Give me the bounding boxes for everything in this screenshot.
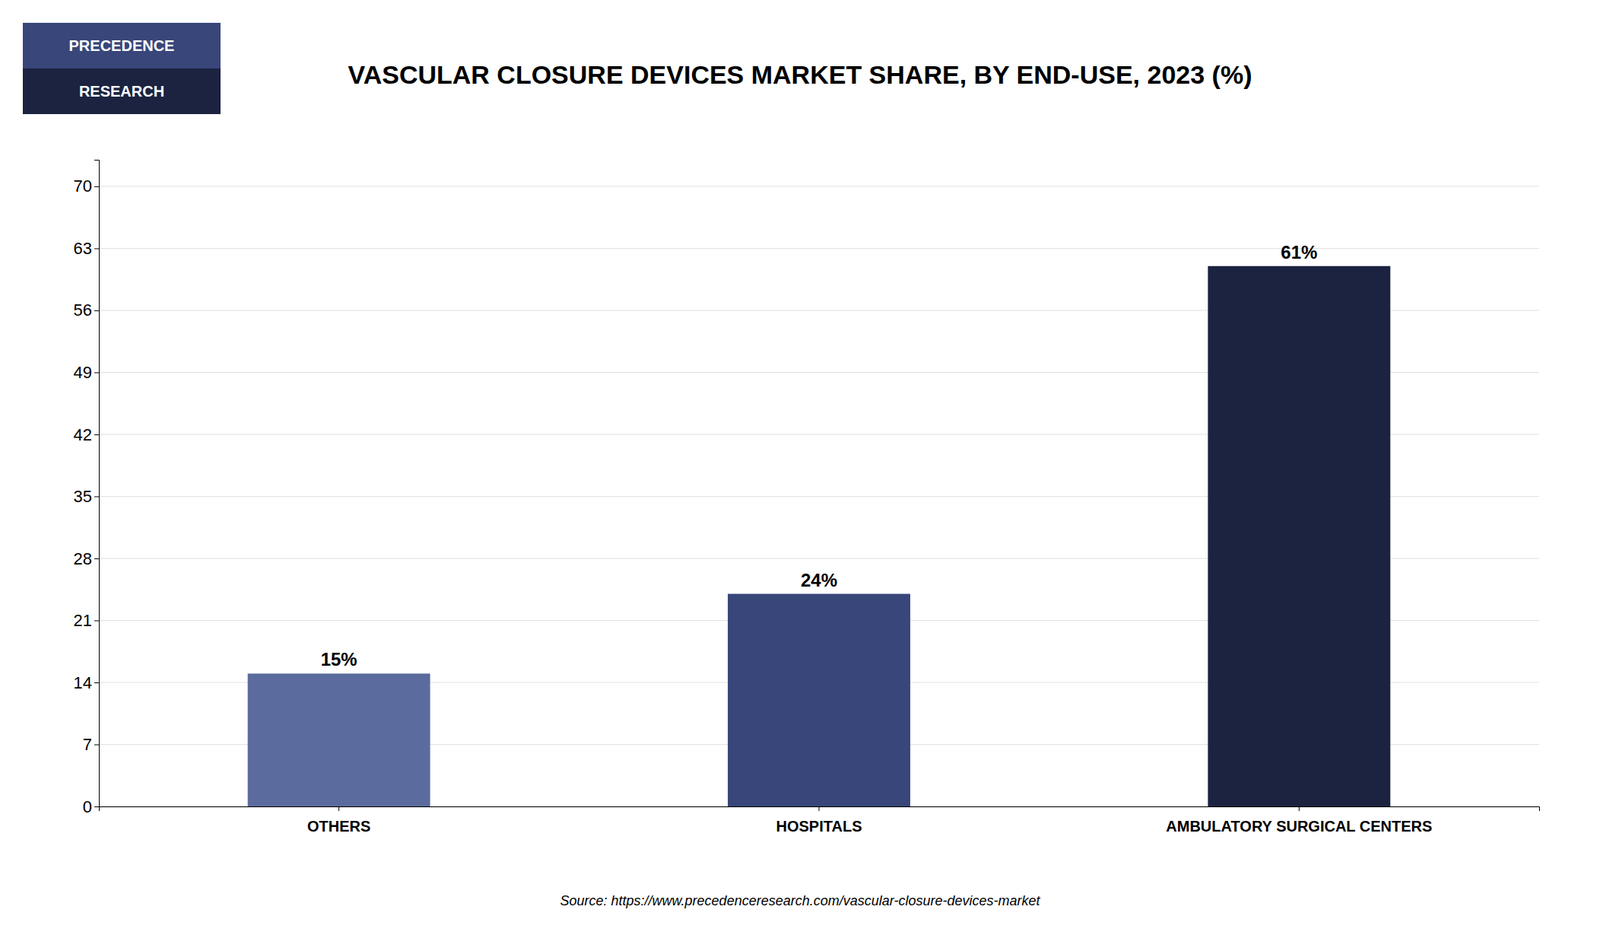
y-tick-label: 14 bbox=[73, 673, 93, 693]
y-tick-label: 7 bbox=[82, 734, 93, 754]
y-tick: 42 bbox=[73, 424, 99, 444]
y-tick: 70 bbox=[73, 176, 99, 196]
grid-line bbox=[98, 247, 1540, 249]
logo-text: RESEARCH bbox=[79, 82, 165, 100]
x-tick-mark bbox=[1298, 806, 1300, 811]
data-label: 61% bbox=[1280, 241, 1318, 263]
x-axis: OTHERS HOSPITALS AMBULATORY SURGICAL CENTE… bbox=[99, 806, 1540, 835]
chart: VASCULAR CLOSURE DEVICES MARKET SHARE, B… bbox=[0, 0, 1600, 951]
y-tick-label: 0 bbox=[82, 796, 93, 816]
bar bbox=[727, 593, 911, 807]
x-axis-line bbox=[99, 806, 1540, 812]
y-tick: 7 bbox=[82, 734, 99, 754]
x-tick-label: HOSPITALS bbox=[776, 817, 863, 835]
y-tick-label: 70 bbox=[73, 176, 93, 196]
x-tick: AMBULATORY SURGICAL CENTERS bbox=[1165, 806, 1432, 835]
grid bbox=[98, 186, 1540, 807]
plot: 0 7 14 21 28 35 42 49 56 63 70 OTHERS HOSPITALS AMBUL… bbox=[73, 160, 1540, 835]
bar bbox=[1207, 266, 1391, 807]
data-label: 15% bbox=[320, 648, 358, 670]
y-tick-mark bbox=[94, 310, 99, 312]
y-tick: 28 bbox=[73, 549, 99, 569]
logo-box bbox=[22, 22, 221, 69]
y-tick-label: 35 bbox=[73, 486, 93, 506]
y-tick-label: 56 bbox=[73, 300, 93, 320]
y-tick-mark bbox=[94, 619, 99, 621]
y-tick: 56 bbox=[73, 300, 99, 320]
y-tick: 21 bbox=[73, 610, 99, 630]
x-tick: OTHERS bbox=[307, 806, 371, 835]
y-tick-label: 49 bbox=[73, 362, 93, 382]
logo-text: PRECEDENCE bbox=[69, 37, 175, 54]
y-tick: 0 bbox=[82, 796, 99, 816]
x-tick-mark bbox=[338, 806, 340, 811]
y-axis-line bbox=[94, 160, 100, 807]
logo-box bbox=[22, 68, 221, 115]
y-tick-mark bbox=[94, 682, 99, 683]
y-tick-mark bbox=[94, 247, 99, 249]
logo: PRECEDENCE RESEARCH bbox=[22, 22, 221, 115]
y-tick: 14 bbox=[73, 673, 99, 693]
x-tick-mark bbox=[819, 806, 820, 811]
y-tick-mark bbox=[94, 186, 99, 188]
x-tick-label: AMBULATORY SURGICAL CENTERS bbox=[1165, 817, 1432, 835]
y-tick: 49 bbox=[73, 362, 99, 382]
bar bbox=[247, 673, 431, 807]
y-tick-mark bbox=[94, 806, 99, 807]
y-tick-mark bbox=[94, 434, 99, 435]
y-tick-label: 63 bbox=[73, 238, 93, 258]
y-tick: 35 bbox=[73, 486, 99, 506]
y-tick-label: 21 bbox=[73, 610, 93, 630]
source: Source: https://www.precedenceresearch.c… bbox=[560, 892, 1042, 908]
y-tick-mark bbox=[94, 371, 99, 373]
y-tick: 63 bbox=[73, 238, 99, 258]
y-axis: 0 7 14 21 28 35 42 49 56 63 70 bbox=[73, 160, 100, 816]
y-tick-label: 42 bbox=[73, 424, 93, 444]
title: VASCULAR CLOSURE DEVICES MARKET SHARE, B… bbox=[348, 60, 1253, 89]
y-tick-mark bbox=[94, 495, 99, 497]
grid-line bbox=[98, 185, 1540, 187]
y-tick-label: 28 bbox=[73, 549, 93, 569]
y-tick-mark bbox=[94, 558, 99, 559]
bars bbox=[247, 266, 1391, 807]
x-tick: HOSPITALS bbox=[776, 806, 863, 835]
data-label: 24% bbox=[800, 569, 838, 591]
data-labels: 15% 24% 61% bbox=[320, 241, 1318, 670]
x-tick-label: OTHERS bbox=[307, 817, 371, 835]
y-tick-mark bbox=[94, 743, 99, 745]
